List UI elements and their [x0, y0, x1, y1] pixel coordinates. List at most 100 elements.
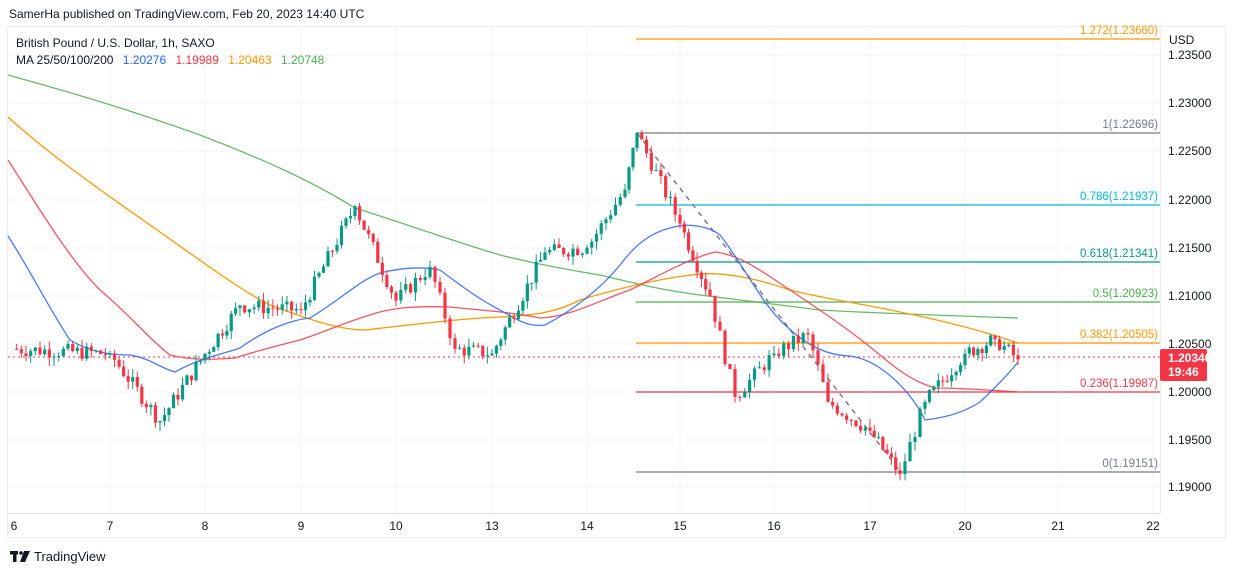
candle-body: [229, 313, 233, 332]
candle-body: [243, 305, 247, 313]
candle-body: [923, 401, 927, 409]
x-tick: 6: [10, 519, 18, 533]
chart-frame[interactable]: [7, 26, 1226, 538]
candle-body: [941, 380, 945, 382]
candle-body: [216, 333, 220, 348]
x-tick: 9: [297, 519, 305, 533]
candle-body: [481, 345, 485, 357]
candle-body: [868, 427, 872, 431]
candle-body: [728, 363, 732, 370]
price-axis[interactable]: 1.23500 1.23000 1.22500 1.22000 1.21500 …: [1160, 26, 1227, 513]
candle-body: [989, 335, 993, 346]
candle-body: [57, 355, 61, 357]
candle-body: [321, 266, 326, 273]
candle-body: [811, 334, 815, 351]
candle-body: [66, 344, 70, 349]
bar-countdown: 19:46: [1168, 365, 1199, 379]
candle-body: [998, 339, 1002, 350]
y-tick: 1.20000: [1168, 385, 1212, 399]
candle-body: [207, 351, 211, 354]
candle-body: [777, 353, 781, 356]
candle-body: [849, 419, 853, 421]
candle-body: [673, 197, 677, 215]
candle-body: [889, 453, 894, 458]
candle-body: [423, 276, 427, 280]
time-axis[interactable]: 6 7 8 9 10 13 14 15 16 17 20 21 22: [8, 513, 1160, 538]
candle-body: [835, 405, 839, 414]
candle-body: [376, 241, 380, 263]
candle-body: [335, 244, 339, 252]
candle-body: [659, 170, 663, 177]
candle-body: [112, 353, 117, 360]
tradingview-logo[interactable]: TradingView: [10, 549, 106, 564]
candle-body: [462, 347, 466, 356]
candle-body: [826, 382, 830, 402]
candle-body: [548, 249, 552, 253]
candle-body: [499, 339, 503, 346]
candle-body: [613, 204, 618, 216]
candle-body: [394, 292, 398, 301]
fib-label-1: 1(1.22696): [1102, 119, 1158, 131]
candle-body: [604, 219, 608, 224]
x-tick: 22: [1146, 519, 1160, 533]
candle-body: [180, 384, 185, 400]
candle-body: [640, 132, 644, 140]
candle-body: [61, 348, 65, 356]
candle-body: [538, 259, 543, 262]
ma-legend[interactable]: MA 25/50/100/200 1.20276 1.19989 1.20463…: [16, 52, 324, 69]
symbol-title[interactable]: British Pound / U.S. Dollar, 1h, SAXO: [16, 36, 215, 50]
candle-body: [840, 413, 844, 416]
candle-body: [863, 427, 867, 431]
currency-unit: USD: [1169, 33, 1195, 47]
candle-body: [85, 346, 89, 359]
fib-label-0.618: 0.618(1.21341): [1079, 248, 1158, 260]
candle-body: [854, 420, 858, 427]
candle-body: [885, 449, 889, 454]
candle-body: [682, 223, 686, 233]
candle-body: [135, 377, 139, 387]
y-tick: 1.23500: [1168, 48, 1212, 62]
candle-body: [571, 248, 575, 257]
fib-label-0.236: 0.236(1.19987): [1079, 378, 1158, 390]
fib-trend-line: [636, 132, 901, 472]
candle-body: [876, 436, 881, 438]
candle-body: [303, 302, 308, 311]
candle-body: [326, 251, 330, 267]
x-tick: 8: [201, 519, 209, 533]
candle-body: [816, 350, 820, 365]
candle-body: [967, 347, 971, 354]
candle-body: [552, 244, 556, 250]
candle-body: [285, 301, 289, 305]
x-tick: 7: [106, 519, 114, 533]
fib-label-0.382: 0.382(1.20505): [1079, 329, 1158, 341]
candle-body: [266, 307, 270, 314]
candle-body: [664, 176, 668, 198]
y-tick: 1.22500: [1168, 144, 1212, 158]
candle-body: [15, 348, 19, 350]
candle-body: [845, 415, 849, 420]
candle-body: [767, 355, 771, 371]
candle-body: [443, 292, 447, 319]
candle-body: [503, 327, 507, 340]
ma100-value: 1.20463: [228, 53, 272, 67]
candle-body: [380, 262, 384, 275]
ma200-line: [7, 74, 1019, 319]
candle-body: [43, 349, 47, 355]
candle-body: [772, 353, 776, 356]
candle-body: [220, 333, 225, 336]
candle-body: [108, 353, 112, 355]
candle-body: [686, 232, 691, 251]
candle-body: [371, 233, 375, 242]
candle-body: [144, 403, 148, 408]
candle-body: [261, 300, 266, 314]
candle-body: [627, 167, 631, 190]
candle-body: [609, 215, 613, 220]
ma-label: MA 25/50/100/200: [16, 53, 114, 67]
y-tick: 1.21500: [1168, 241, 1212, 255]
candle-body: [594, 233, 599, 242]
candle-body: [149, 405, 153, 408]
candle-body: [806, 333, 810, 335]
candle-body: [75, 347, 79, 352]
candle-body: [103, 353, 107, 355]
